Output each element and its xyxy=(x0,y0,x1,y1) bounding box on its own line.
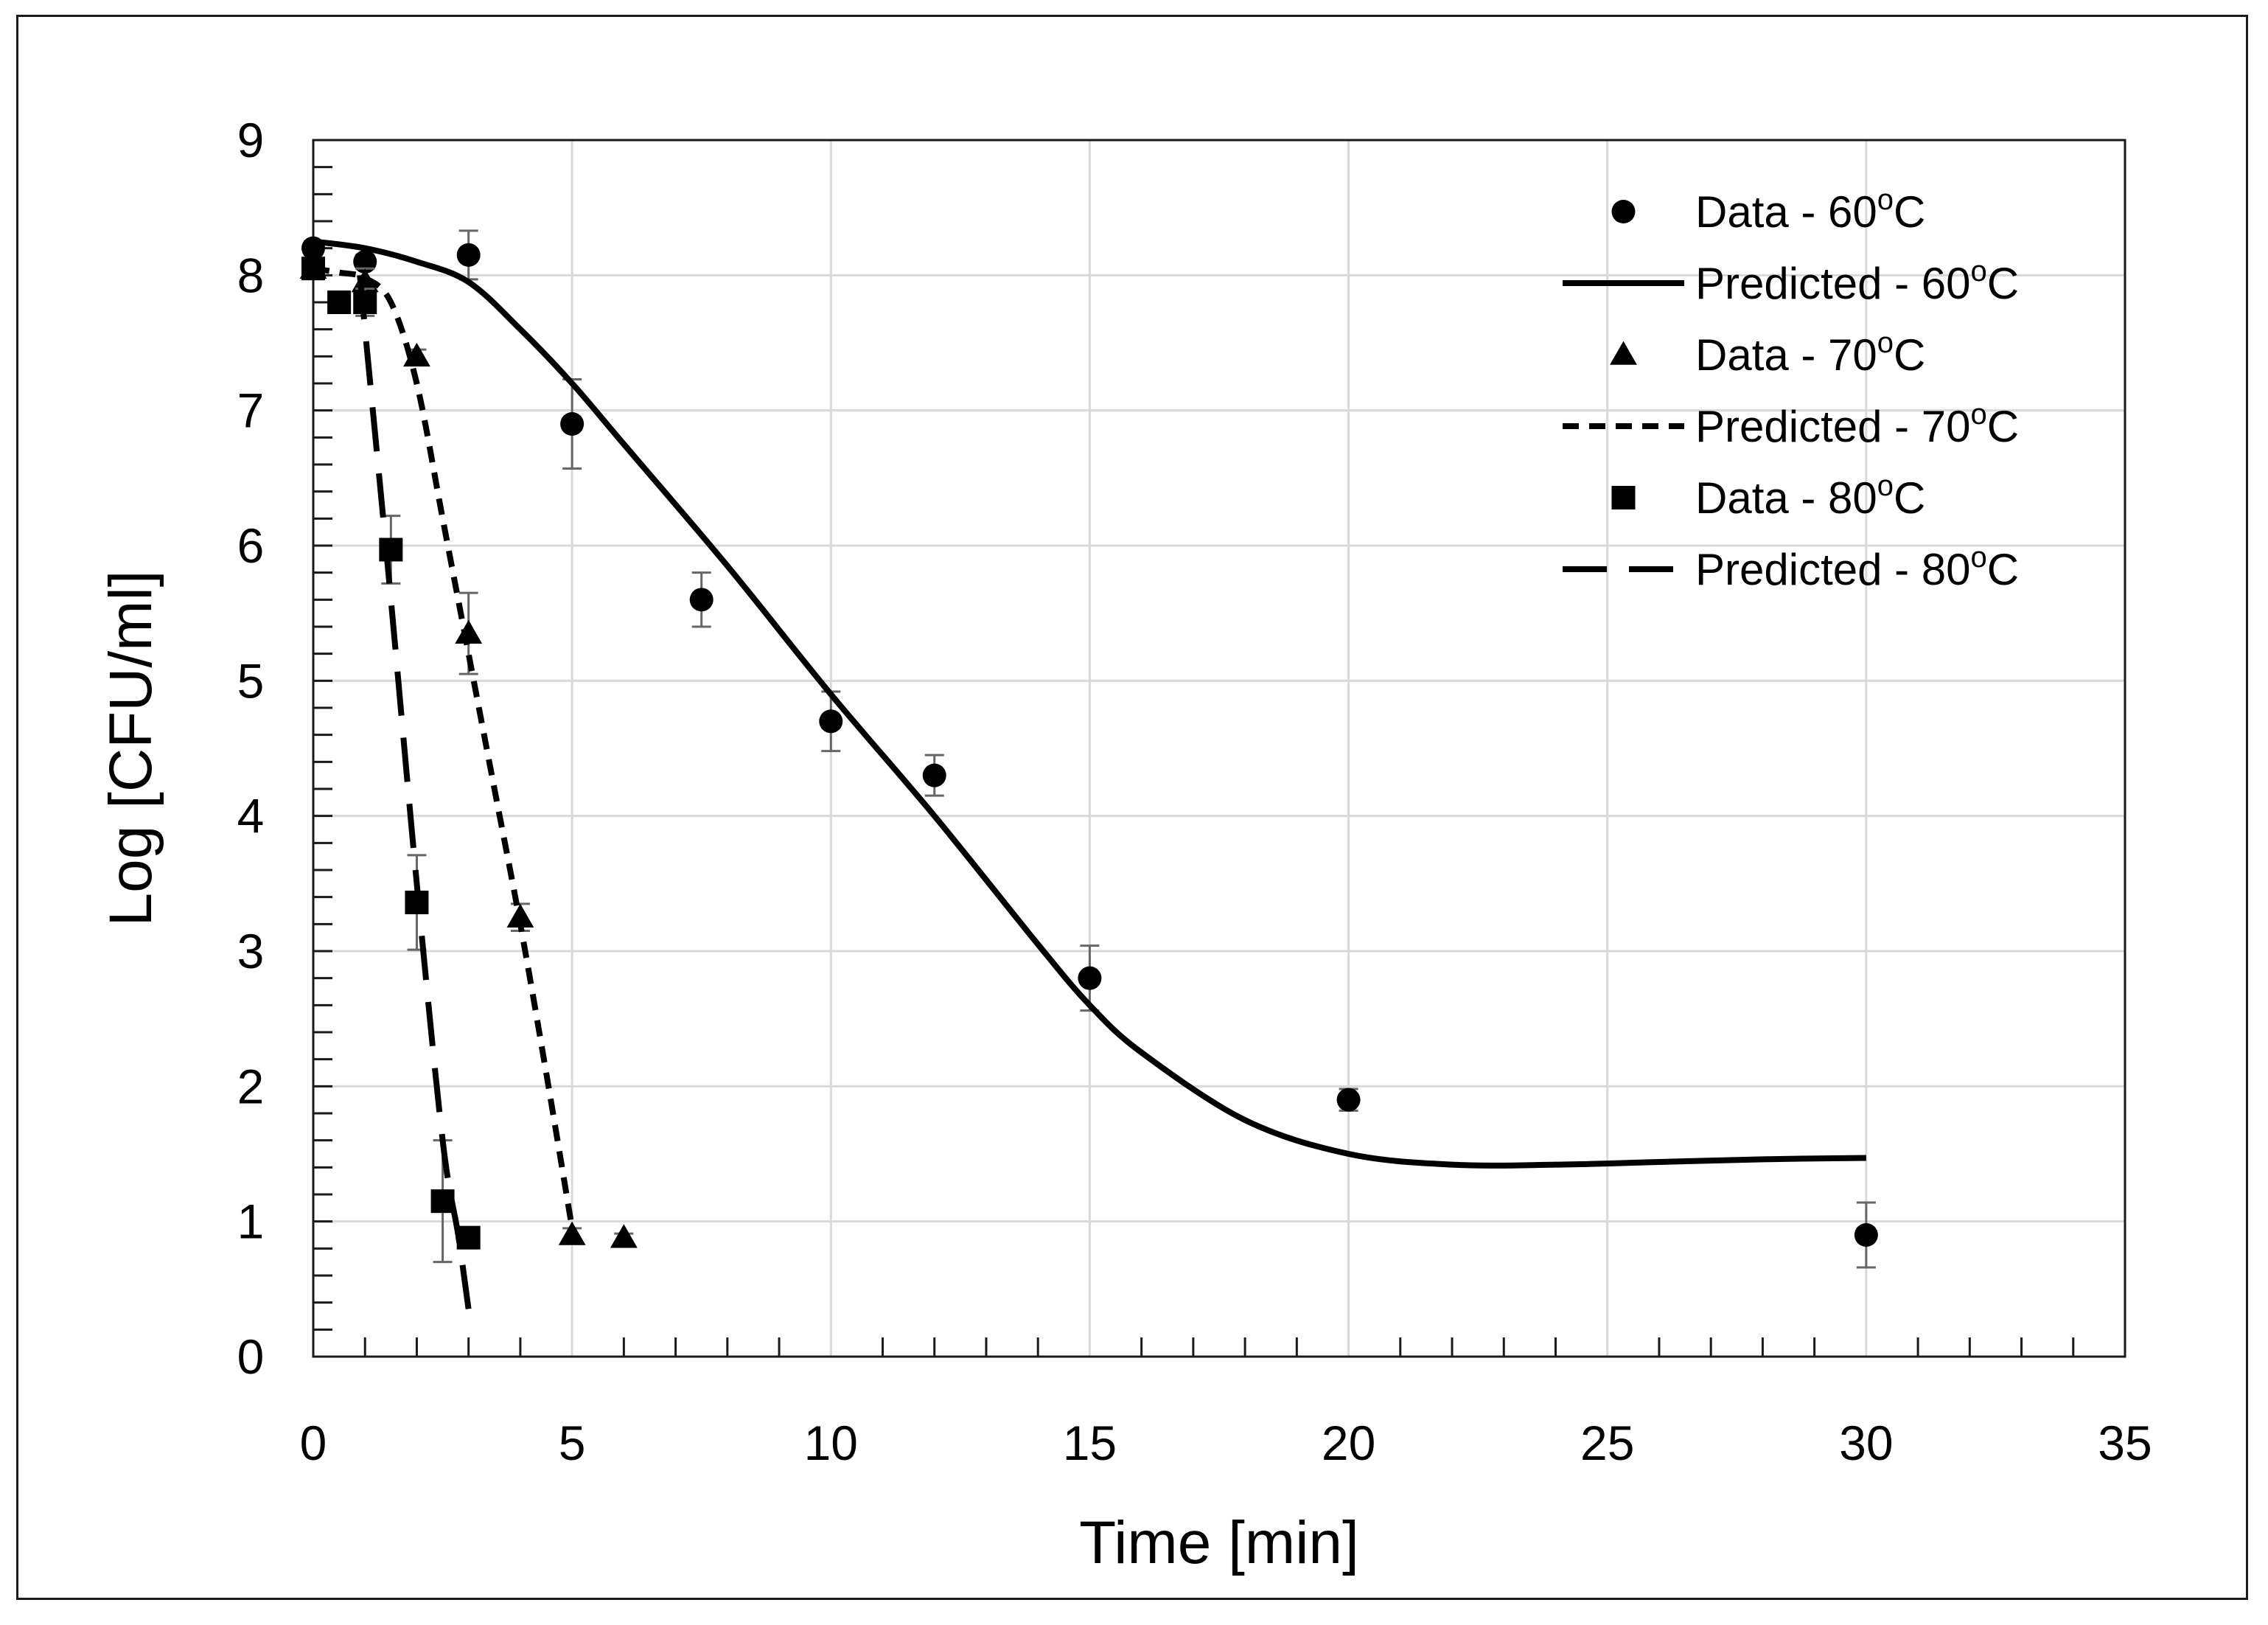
y-tick-label: 8 xyxy=(237,248,265,302)
legend-item: Predicted - 70oC xyxy=(1563,398,2019,451)
legend-label-unit: C xyxy=(1894,473,1925,523)
legend-marker xyxy=(1610,341,1637,365)
legend-label: Predicted - 70oC xyxy=(1695,398,2019,451)
series-0 xyxy=(301,229,1878,1269)
legend-label-unit: C xyxy=(1987,545,2019,594)
legend-label-superscript: o xyxy=(1971,541,1987,574)
series-line xyxy=(313,265,576,1229)
legend-label: Data - 80oC xyxy=(1695,470,1925,523)
data-point xyxy=(1078,966,1102,990)
series-3 xyxy=(313,265,576,1229)
legend-label: Predicted - 80oC xyxy=(1695,541,2019,594)
legend-label-unit: C xyxy=(1894,330,1925,380)
series-5 xyxy=(357,274,472,1310)
x-tick-label: 15 xyxy=(1063,1416,1117,1470)
legend-item: Predicted - 80oC xyxy=(1563,541,2019,594)
legend-label: Predicted - 60oC xyxy=(1695,255,2019,308)
y-tick-label: 0 xyxy=(237,1329,265,1384)
legend-item: Predicted - 60oC xyxy=(1563,255,2019,308)
legend-label-text: Predicted - 60 xyxy=(1695,259,1971,308)
legend-label: Data - 60oC xyxy=(1695,184,1925,237)
data-point xyxy=(327,290,352,314)
data-point xyxy=(560,412,585,436)
chart-frame xyxy=(16,15,2248,1600)
legend-label-unit: C xyxy=(1987,259,2019,308)
y-tick-label: 6 xyxy=(237,518,265,573)
data-point xyxy=(301,257,325,281)
data-point xyxy=(1336,1088,1361,1112)
series-line xyxy=(313,238,1866,1169)
series-layer xyxy=(299,229,1878,1310)
y-tick-label: 9 xyxy=(237,113,265,167)
y-tick-label: 7 xyxy=(237,383,265,438)
x-tick-label: 20 xyxy=(1322,1416,1375,1470)
legend-label-text: Predicted - 80 xyxy=(1695,545,1971,594)
legend-label-unit: C xyxy=(1987,402,2019,451)
y-tick-label: 2 xyxy=(237,1059,265,1113)
y-tick-label: 1 xyxy=(237,1194,265,1249)
legend-marker xyxy=(1611,486,1636,509)
legend-item: Data - 80oC xyxy=(1611,470,1925,523)
legend-label-unit: C xyxy=(1894,187,1925,237)
legend-label-text: Data - 70 xyxy=(1695,330,1877,380)
legend-label-superscript: o xyxy=(1971,255,1987,288)
axis-ticks xyxy=(313,166,2075,1357)
data-point xyxy=(455,619,483,644)
data-point xyxy=(403,342,430,367)
data-point xyxy=(1854,1223,1878,1247)
data-point xyxy=(689,588,713,612)
plot-area-border xyxy=(312,139,2126,1358)
series-1 xyxy=(313,238,1866,1169)
legend-label-text: Data - 60 xyxy=(1695,187,1877,237)
y-tick-label: 3 xyxy=(237,924,265,978)
y-tick-label: 5 xyxy=(237,653,265,708)
legend-label-superscript: o xyxy=(1877,327,1894,359)
x-tick-label: 5 xyxy=(559,1416,586,1470)
data-point xyxy=(456,243,481,267)
x-axis-title: Time [min] xyxy=(1079,1509,1359,1576)
series-4 xyxy=(301,257,481,1264)
x-tick-label: 35 xyxy=(2098,1416,2152,1470)
data-point xyxy=(558,1221,586,1245)
legend-label-superscript: o xyxy=(1877,470,1894,502)
legend-label-text: Predicted - 70 xyxy=(1695,402,1971,451)
legend-label-superscript: o xyxy=(1877,184,1894,216)
legend-label: Data - 70oC xyxy=(1695,327,1925,380)
x-tick-label: 0 xyxy=(300,1416,327,1470)
data-point xyxy=(922,763,946,787)
x-tick-label: 25 xyxy=(1580,1416,1634,1470)
legend-marker xyxy=(1611,200,1636,223)
y-axis-title: Log [CFU/ml] xyxy=(97,571,164,927)
legend-item: Data - 60oC xyxy=(1611,184,1925,237)
series-line xyxy=(357,274,472,1310)
legend-label-text: Data - 80 xyxy=(1695,473,1877,523)
tick-labels: 0 5 10 15 20 25 30 35 0 1 2 3 4 5 6 7 8 9 xyxy=(237,113,2152,1470)
y-tick-label: 4 xyxy=(237,789,265,843)
grid xyxy=(313,140,2125,1357)
x-tick-label: 30 xyxy=(1839,1416,1893,1470)
legend-item: Data - 70oC xyxy=(1610,327,1925,380)
data-point xyxy=(610,1224,638,1248)
data-point xyxy=(819,709,843,734)
legend-label-superscript: o xyxy=(1971,398,1987,431)
x-tick-label: 10 xyxy=(804,1416,858,1470)
